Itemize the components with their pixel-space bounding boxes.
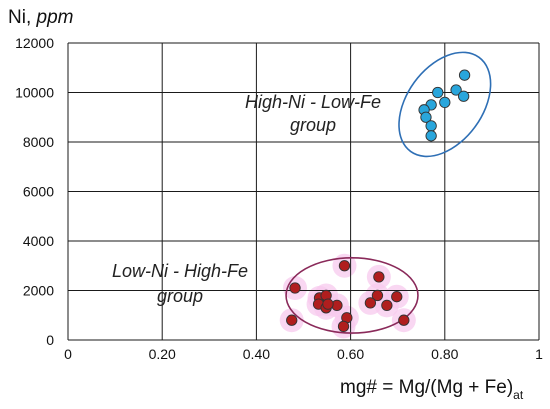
annotation-layer: High-Ni - Low-Fe group Low-Ni - High-Fe gro… [112,92,381,306]
x-tick-label: 0.60 [337,346,364,362]
y-tick-label: 2000 [23,283,54,299]
y-tick-label: 0 [46,332,54,348]
group-ellipse-low-ni [285,257,419,334]
group-ellipse-layer [285,51,492,334]
x-axis-title: mg# = Mg/(Mg + Fe)at [340,377,524,402]
data-point-high-ni [425,130,437,142]
data-point-low-ni [371,289,384,302]
data-point-high-ni [420,111,432,123]
high-ni-group-label-line2: group [290,115,336,135]
y-axis-title: Ni, ppm [8,7,73,28]
tick-label-layer: 0 0.20 0.40 0.60 0.80 1 0 2000 4000 6000 8000 10000… [15,35,543,362]
y-axis-title-unit: ppm [36,7,74,28]
data-point-low-ni [289,282,301,294]
x-tick-label: 0.20 [149,346,176,362]
y-axis-title-main: Ni, [8,7,37,28]
y-tick-label: 6000 [23,184,54,200]
grid-layer [67,42,540,341]
y-tick-label: 10000 [15,85,54,101]
data-point-low-ni [338,260,351,272]
x-axis-title-subscript: at [513,388,524,402]
data-point-high-ni [439,96,451,109]
data-point-high-ni [458,69,471,81]
data-point-low-ni [322,298,334,310]
data-point-low-ni [373,271,385,283]
data-point-high-ni [450,84,462,96]
data-point-high-ni [457,90,470,102]
x-tick-label: 1 [535,346,543,362]
y-tick-label: 8000 [23,134,54,150]
data-point-low-ni [337,320,350,333]
x-tick-label: 0.80 [431,346,458,362]
data-point-low-ni [391,291,403,303]
data-point-low-ni [398,314,410,326]
group-ellipse-high-ni [398,51,492,158]
low-ni-group-label-line2: group [157,286,203,306]
data-point-low-ni [286,314,298,326]
data-point-low-ni [364,297,377,309]
data-point-low-ni [381,299,393,311]
x-tick-label: 0.40 [243,346,270,362]
data-point-high-ni [425,120,437,132]
x-axis-title-main: mg# = Mg/(Mg + Fe) [340,377,513,398]
data-point-high-ni [432,86,444,99]
high-ni-group-label-line1: High-Ni - Low-Fe [245,92,381,112]
y-tick-label: 12000 [15,35,54,51]
x-tick-label: 0 [64,346,72,362]
y-tick-label: 4000 [23,233,54,249]
data-points-layer [286,69,471,333]
low-ni-group-label-line1: Low-Ni - High-Fe [112,261,248,281]
